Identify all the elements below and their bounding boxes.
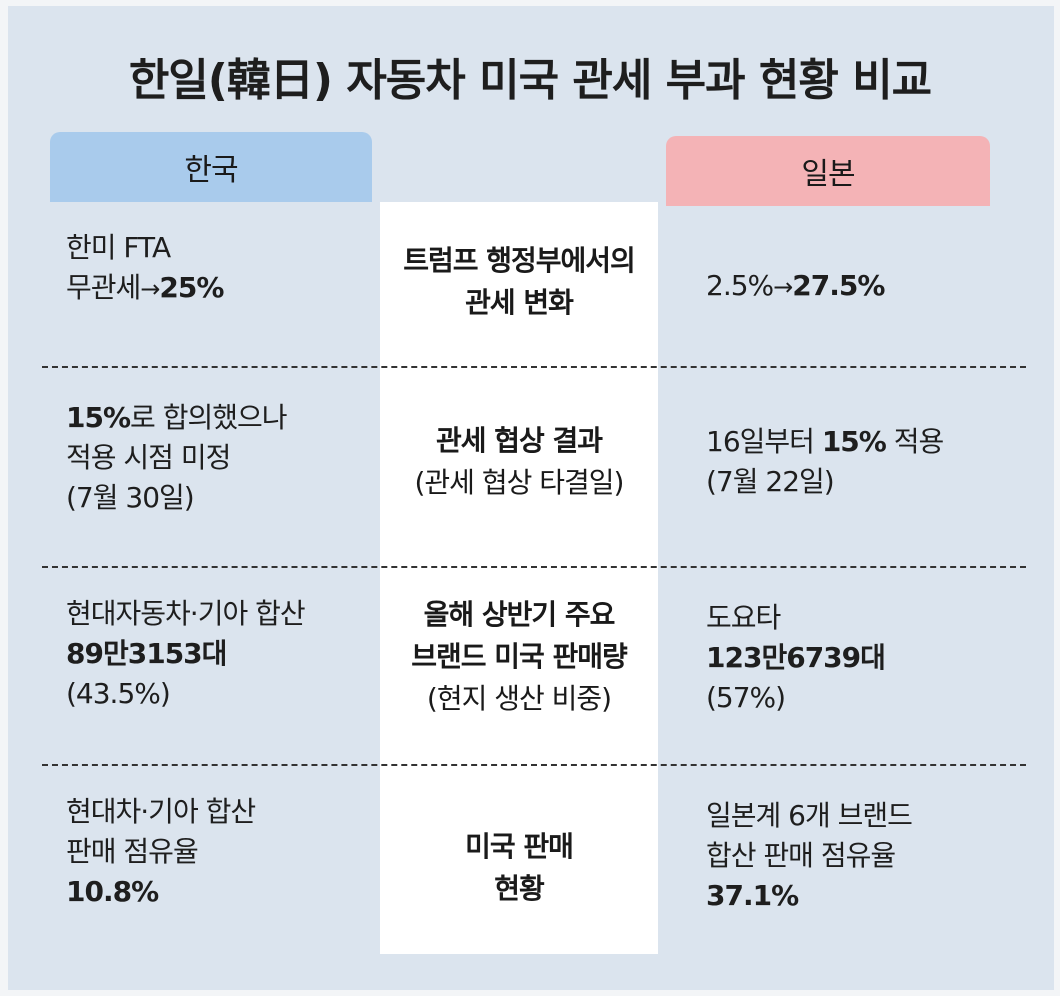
- japan-row1-bold: 27.5%: [792, 269, 885, 302]
- japan-us-sales: 도요타 123만6739대 (57%): [706, 598, 886, 718]
- japan-tariff-change: 2.5%→27.5%: [706, 266, 885, 307]
- korea-tariff-change: 한미 FTA 무관세→25%: [66, 228, 224, 309]
- japan-row1-prefix: 2.5%: [706, 269, 774, 302]
- korea-row2-bold: 15%: [66, 401, 131, 434]
- korea-row4-bold: 10.8%: [66, 875, 159, 908]
- page-title: 한일(韓日) 자동차 미국 관세 부과 현황 비교: [128, 55, 932, 106]
- japan-row4-line2: 합산 판매 점유율: [706, 839, 896, 872]
- korea-row1-line1: 한미 FTA: [66, 231, 171, 264]
- korea-header-label: 한국: [184, 153, 238, 188]
- center-row4-line1: 미국 판매: [465, 830, 574, 863]
- japan-row2-prefix: 16일부터: [706, 425, 822, 458]
- arrow-icon: →: [773, 273, 793, 301]
- center-row2-label: 관세 협상 결과 (관세 협상 타결일): [380, 420, 658, 504]
- korea-row1-bold: 25%: [159, 271, 224, 304]
- row-divider: [42, 566, 1026, 568]
- korea-row1-prefix: 무관세: [66, 271, 141, 304]
- korea-row4-line1: 현대차·기아 합산: [66, 795, 256, 828]
- japan-row3-line3: (57%): [706, 681, 786, 714]
- center-row4-line2: 현황: [494, 872, 545, 905]
- korea-row3-line3: (43.5%): [66, 677, 171, 710]
- center-row3-line3: (현지 생산 비중): [426, 682, 612, 715]
- japan-column-header: 일본: [666, 136, 990, 206]
- japan-row2-bold: 15%: [821, 425, 887, 458]
- japan-market-share: 일본계 6개 브랜드 합산 판매 점유율 37.1%: [706, 796, 913, 916]
- japan-row4-bold: 37.1%: [706, 879, 799, 912]
- korea-row3-line1: 현대자동차·기아 합산: [66, 597, 306, 630]
- korea-column-header: 한국: [50, 132, 372, 202]
- korea-market-share: 현대차·기아 합산 판매 점유율 10.8%: [66, 792, 256, 912]
- center-row2-line2: (관세 협상 타결일): [414, 466, 625, 499]
- japan-row4-line1: 일본계 6개 브랜드: [706, 799, 913, 832]
- korea-row2-line3: (7월 30일): [66, 481, 195, 514]
- center-row4-label: 미국 판매 현황: [380, 826, 658, 910]
- korea-row2-suffix: 로 합의했으나: [130, 401, 287, 434]
- row-divider: [42, 764, 1026, 766]
- korea-row2-line1: 15%로 합의했으나: [66, 398, 288, 438]
- japan-row2-line2: (7월 22일): [706, 465, 835, 498]
- korea-row4-line3: 10.8%: [66, 872, 255, 912]
- center-row1-line2: 관세 변화: [465, 286, 574, 319]
- korea-row3-line2: 89만3153대: [66, 634, 305, 674]
- arrow-icon: →: [140, 275, 160, 303]
- korea-row3-bold: 89만3153대: [66, 637, 227, 670]
- korea-negotiation-result: 15%로 합의했으나 적용 시점 미정 (7월 30일): [66, 398, 288, 518]
- center-row1-label: 트럼프 행정부에서의 관세 변화: [380, 240, 658, 324]
- center-category-column: [380, 202, 658, 954]
- row-divider: [42, 366, 1026, 368]
- japan-row2-suffix: 적용: [885, 425, 945, 458]
- korea-row1-line2: 무관세→25%: [66, 268, 224, 309]
- japan-header-label: 일본: [801, 157, 855, 192]
- japan-row3-line1: 도요타: [706, 601, 781, 634]
- center-row3-label: 올해 상반기 주요 브랜드 미국 판매량 (현지 생산 비중): [380, 594, 658, 720]
- center-row2-line1: 관세 협상 결과: [435, 424, 603, 457]
- japan-row2-line1: 16일부터 15% 적용: [706, 422, 945, 462]
- korea-row4-line2: 판매 점유율: [66, 835, 199, 868]
- center-row3-line2: 브랜드 미국 판매량: [411, 640, 628, 673]
- center-row3-line1: 올해 상반기 주요: [423, 598, 616, 631]
- korea-row2-line2: 적용 시점 미정: [66, 441, 231, 474]
- japan-row3-bold: 123만6739대: [706, 641, 886, 674]
- center-row1-line1: 트럼프 행정부에서의: [403, 244, 636, 277]
- japan-row4-line3: 37.1%: [706, 876, 912, 916]
- japan-negotiation-result: 16일부터 15% 적용 (7월 22일): [706, 422, 945, 502]
- korea-us-sales: 현대자동차·기아 합산 89만3153대 (43.5%): [66, 594, 306, 714]
- japan-row3-line2: 123만6739대: [706, 638, 886, 678]
